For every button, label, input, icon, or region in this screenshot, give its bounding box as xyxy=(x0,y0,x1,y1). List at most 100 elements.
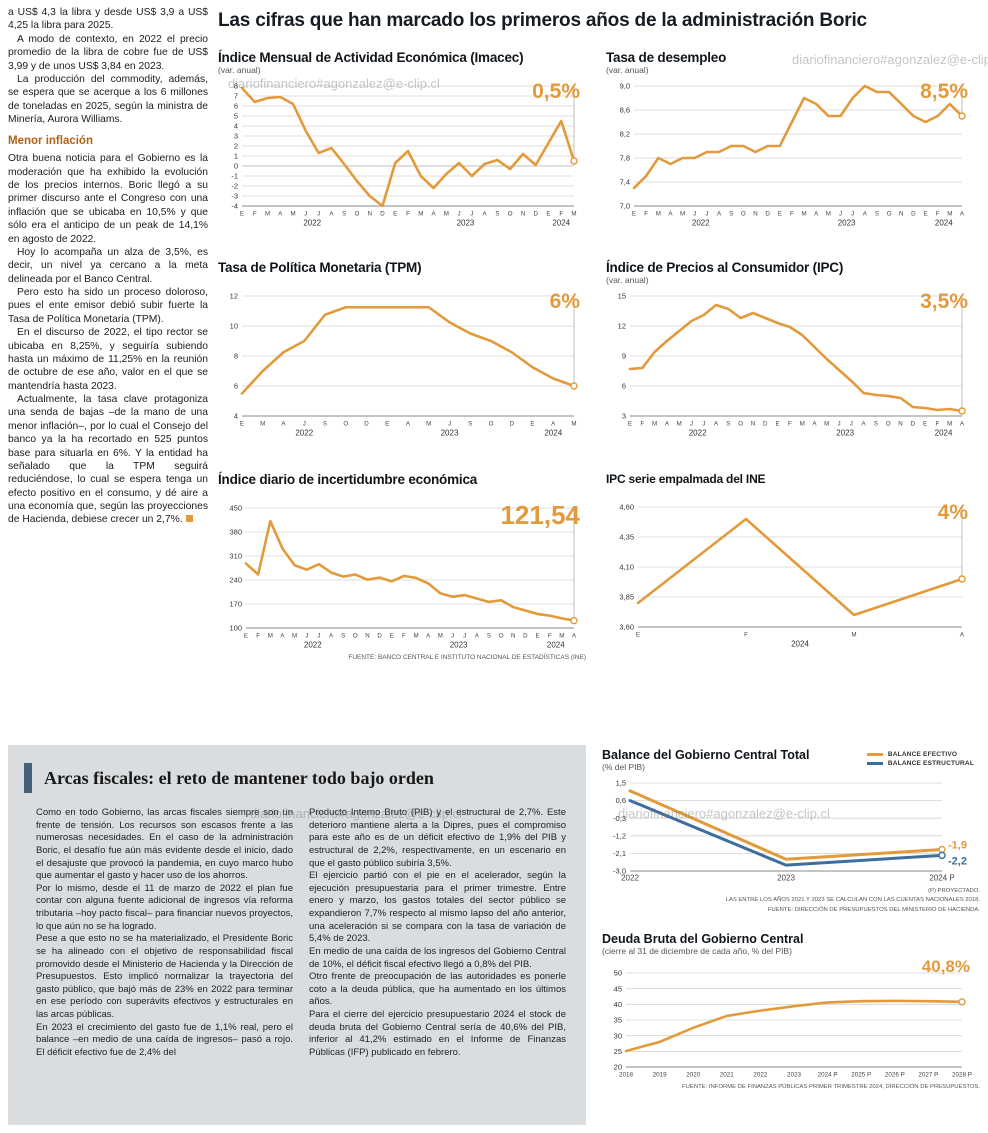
svg-text:8: 8 xyxy=(234,82,238,91)
svg-text:4: 4 xyxy=(234,412,238,421)
unemployment-chart-subtitle: (var. anual) xyxy=(606,65,649,75)
svg-text:M: M xyxy=(824,421,829,428)
svg-text:A: A xyxy=(717,211,722,218)
svg-text:D: D xyxy=(765,211,770,218)
svg-text:E: E xyxy=(778,211,782,218)
svg-text:30: 30 xyxy=(614,1031,622,1040)
svg-text:-4: -4 xyxy=(231,202,238,211)
svg-text:A: A xyxy=(406,421,411,428)
svg-text:M: M xyxy=(260,421,265,428)
svg-text:7,8: 7,8 xyxy=(620,154,630,163)
unemployment-latest-value: 8,5% xyxy=(920,80,968,103)
ipc-chart-subtitle: (var. anual) xyxy=(606,275,649,285)
tpm-chart-subtitle xyxy=(218,275,588,288)
svg-text:A: A xyxy=(812,421,817,428)
svg-text:O: O xyxy=(741,211,746,218)
svg-text:D: D xyxy=(763,421,768,428)
svg-text:O: O xyxy=(886,421,891,428)
svg-text:2022: 2022 xyxy=(689,429,707,438)
svg-text:45: 45 xyxy=(614,984,622,993)
gross-debt-latest-value: 40,8% xyxy=(921,957,970,976)
svg-text:9: 9 xyxy=(622,352,626,361)
uncertainty-chart: Índice diario de incertidumbre económica… xyxy=(218,472,588,650)
svg-text:7,0: 7,0 xyxy=(620,202,630,211)
imacec-chart-wrap: 8 7 6 5 4 3 2 1 0 -1 -2 -3 -4 E F M A M J J A S O N D E F M A M J J A S O N… xyxy=(218,78,588,228)
svg-text:S: S xyxy=(875,211,879,218)
svg-text:3: 3 xyxy=(622,412,626,421)
ipc-spliced-latest-value: 4% xyxy=(937,501,968,524)
svg-text:N: N xyxy=(367,211,371,218)
tpm-chart: Tasa de Política Monetaria (TPM) 12 10 8 6 4… xyxy=(218,260,588,438)
svg-text:A: A xyxy=(483,211,488,218)
svg-text:4,35: 4,35 xyxy=(619,533,634,542)
note-methodology: LAS ENTRE LOS AÑOS 2021 Y 2023 SE CALCUL… xyxy=(725,897,980,904)
legend-structural-label: BALANCE ESTRUCTURAL xyxy=(887,760,974,767)
svg-text:J: J xyxy=(702,421,705,428)
svg-text:2020: 2020 xyxy=(686,1072,701,1079)
note-source: FUENTE: DIRECCIÓN DE PRESUPUESTOS DEL MI… xyxy=(767,906,980,913)
svg-text:2: 2 xyxy=(234,142,238,151)
unemployment-chart-plot: 9,0 8,6 8,2 7,8 7,4 7,0 E F M A M J J A S O N D E F M A M J J A S O… xyxy=(606,78,976,228)
ipc-latest-value: 3,5% xyxy=(920,290,968,313)
paragraph: Otra buena noticia para el Gobierno es l… xyxy=(8,153,208,245)
gross-debt-wrap: 50 45 40 35 30 25 20 2018 2019 2020 2021 2022 2023 20… xyxy=(602,957,980,1083)
svg-text:2027 P: 2027 P xyxy=(918,1072,938,1079)
svg-text:O: O xyxy=(887,211,892,218)
svg-text:240: 240 xyxy=(229,576,242,585)
svg-text:E: E xyxy=(393,211,397,218)
svg-text:2025 P: 2025 P xyxy=(851,1072,871,1079)
svg-text:J: J xyxy=(317,211,320,218)
gross-debt-title: Deuda Bruta del Gobierno Central xyxy=(602,932,804,946)
svg-text:4: 4 xyxy=(234,122,238,131)
paragraph: Pese a que esto no se ha materializado, … xyxy=(36,933,293,1020)
paragraph: La producción del commodity, además, se … xyxy=(8,73,208,125)
svg-text:-2,1: -2,1 xyxy=(613,849,626,858)
svg-text:F: F xyxy=(402,633,406,640)
gross-debt-notes: FUENTE: INFORME DE FINANZAS PÚBLICAS PRI… xyxy=(602,1083,980,1092)
svg-text:M: M xyxy=(652,421,657,428)
svg-text:J: J xyxy=(304,211,307,218)
svg-text:A: A xyxy=(960,421,965,428)
debt-note-source: FUENTE: INFORME DE FINANZAS PÚBLICAS PRI… xyxy=(682,1084,980,1090)
svg-text:-1,9: -1,9 xyxy=(948,839,967,851)
effective-line-swatch xyxy=(866,753,883,756)
svg-text:20: 20 xyxy=(614,1063,622,1072)
imacec-chart-subtitle: (var. anual) xyxy=(218,65,261,75)
svg-text:N: N xyxy=(365,633,369,640)
svg-text:S: S xyxy=(323,421,327,428)
svg-text:N: N xyxy=(521,211,525,218)
svg-text:A: A xyxy=(862,421,867,428)
svg-text:J: J xyxy=(851,211,854,218)
svg-text:E: E xyxy=(240,421,244,428)
svg-text:E: E xyxy=(628,421,632,428)
svg-text:2022: 2022 xyxy=(304,641,322,650)
page-title: Las cifras que han marcado los primeros … xyxy=(218,10,867,31)
svg-text:2018: 2018 xyxy=(619,1072,634,1079)
svg-text:M: M xyxy=(290,211,295,218)
svg-text:F: F xyxy=(788,421,792,428)
svg-text:A: A xyxy=(668,211,673,218)
unemployment-chart-title: Tasa de desempleo xyxy=(606,50,727,65)
svg-text:D: D xyxy=(377,633,382,640)
svg-text:N: N xyxy=(751,421,755,428)
svg-text:4,10: 4,10 xyxy=(619,563,634,572)
charts-source-note: FUENTE: BANCO CENTRAL E INSTITUTO NACION… xyxy=(348,654,586,661)
svg-text:2019: 2019 xyxy=(653,1072,668,1079)
svg-text:A: A xyxy=(426,633,431,640)
svg-text:2023: 2023 xyxy=(457,219,475,228)
svg-text:E: E xyxy=(244,633,248,640)
svg-text:E: E xyxy=(636,632,640,639)
svg-text:6: 6 xyxy=(234,102,238,111)
svg-text:7: 7 xyxy=(234,92,238,101)
svg-text:A: A xyxy=(329,633,334,640)
svg-text:A: A xyxy=(863,211,868,218)
svg-text:F: F xyxy=(640,421,644,428)
paragraph: Producto Interno Bruto (PIB) y el estruc… xyxy=(309,807,566,869)
svg-text:O: O xyxy=(353,633,358,640)
svg-text:5: 5 xyxy=(234,112,238,121)
svg-text:E: E xyxy=(546,211,550,218)
svg-text:E: E xyxy=(775,421,779,428)
ipc-spliced-chart: IPC serie empalmada del INE 4,60 4,35 4,10… xyxy=(606,472,976,649)
svg-text:E: E xyxy=(923,211,927,218)
svg-text:O: O xyxy=(343,421,348,428)
